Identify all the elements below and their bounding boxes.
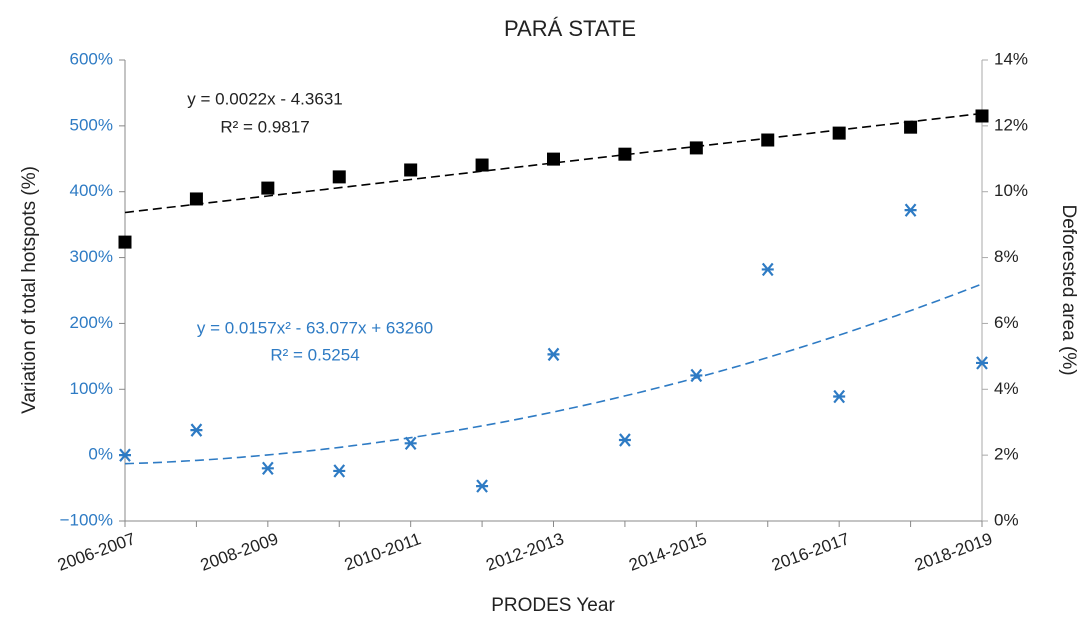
marker: [761, 262, 774, 277]
x-tick-label: 2006-2007: [55, 529, 138, 575]
marker: [690, 368, 703, 383]
x-axis-label: PRODES Year: [491, 595, 615, 616]
y-tick-label: 500%: [70, 115, 113, 134]
y2-tick-label: 2%: [994, 445, 1019, 464]
marker: [547, 347, 560, 362]
trend-r2: R² = 0.9817: [220, 117, 309, 136]
x-tick-label: 2016-2017: [769, 529, 852, 575]
y-tick-label: 600%: [70, 49, 113, 68]
marker: [689, 141, 703, 155]
y2-tick-label: 0%: [994, 510, 1019, 529]
marker: [261, 461, 274, 476]
y-tick-label: 200%: [70, 313, 113, 332]
marker: [332, 170, 346, 184]
marker: [476, 479, 489, 493]
x-tick-label: 2010-2011: [342, 529, 424, 574]
marker: [904, 203, 917, 217]
y-tick-label: 400%: [70, 181, 113, 200]
chart-title: PARÁ STATE: [504, 16, 636, 41]
y2-tick-label: 10%: [994, 181, 1028, 200]
y2-tick-label: 8%: [994, 247, 1019, 266]
x-tick-label: 2014-2015: [626, 529, 709, 575]
x-tick-label: 2008-2009: [198, 529, 281, 575]
y-tick-label: 0%: [88, 445, 113, 464]
marker: [475, 158, 489, 172]
marker: [618, 433, 631, 447]
trend-r2: R² = 0.5254: [270, 345, 359, 364]
y2-tick-label: 12%: [994, 115, 1028, 134]
y-tick-label: −100%: [60, 510, 113, 529]
marker: [833, 389, 846, 404]
y2-axis-label: Deforested area (%): [1058, 204, 1079, 375]
marker: [190, 423, 203, 437]
trend-equation: y = 0.0157x² - 63.077x + 63260: [197, 318, 433, 337]
y2-tick-label: 14%: [994, 49, 1028, 68]
x-tick-label: 2018-2019: [912, 529, 995, 575]
marker: [618, 147, 632, 161]
y-tick-label: 100%: [70, 379, 113, 398]
marker: [404, 436, 417, 450]
trend-equation: y = 0.0022x - 4.3631: [187, 89, 342, 108]
marker: [333, 464, 346, 478]
marker: [118, 235, 132, 249]
marker: [832, 126, 846, 140]
marker: [761, 133, 775, 147]
x-tick-label: 2012-2013: [483, 529, 566, 575]
y-tick-label: 300%: [70, 247, 113, 266]
marker: [547, 152, 560, 166]
marker: [904, 120, 918, 134]
marker: [975, 109, 989, 123]
trendline: [124, 283, 983, 465]
marker: [119, 448, 131, 462]
y2-tick-label: 4%: [994, 379, 1019, 398]
marker: [261, 181, 275, 195]
marker: [976, 356, 988, 370]
y2-tick-label: 6%: [994, 313, 1019, 332]
marker: [189, 192, 203, 206]
marker: [404, 163, 418, 177]
y-axis-label: Variation of total hotspots (%): [19, 166, 40, 414]
